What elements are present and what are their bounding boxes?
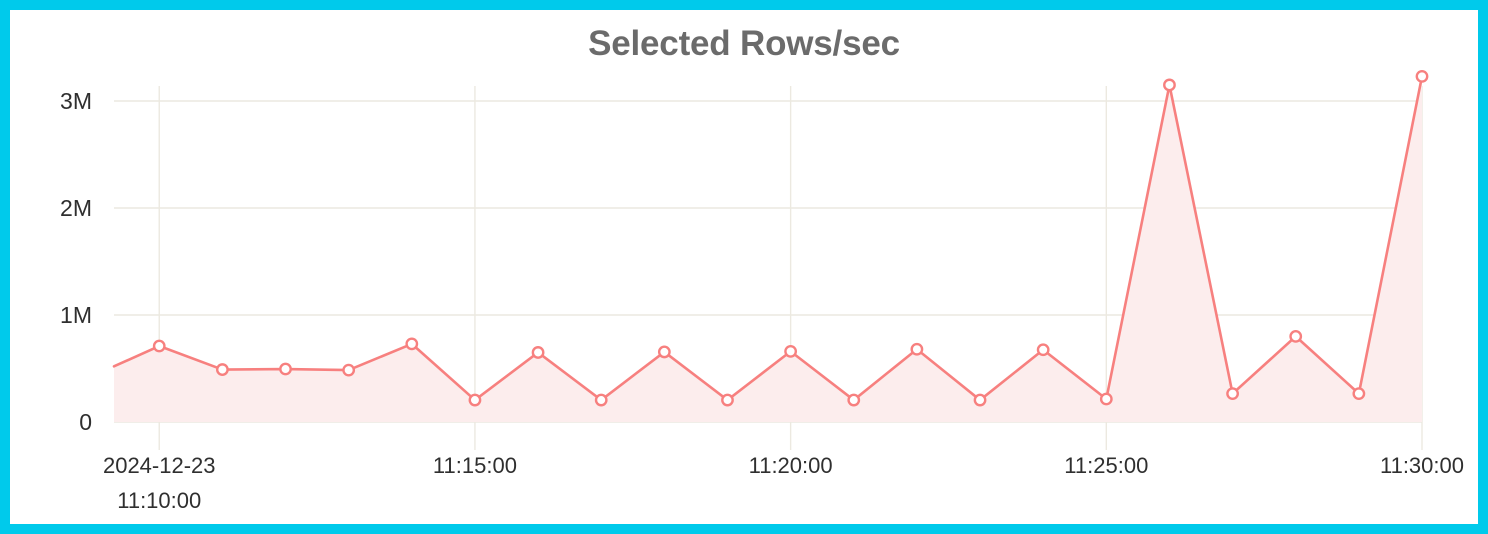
data-point-marker[interactable] [847,393,861,407]
data-point-marker[interactable] [1352,387,1366,401]
y-axis-labels-group: 0 1M 2M 3M [60,88,92,435]
data-point-marker[interactable] [1163,78,1176,92]
x-axis-tick-label: 11:15:00 [433,453,517,478]
series-markers-group [152,69,1429,407]
y-axis-tick-label: 1M [60,302,92,328]
x-axis-tick-label: 11:20:00 [749,453,833,478]
data-point-marker[interactable] [1289,329,1303,343]
data-point-marker[interactable] [405,337,419,351]
series-line [112,75,1424,402]
x-axis-labels-group: 2024-12-23 11:10:00 11:15:00 11:20:00 11:25:… [103,453,1464,513]
series-area-group [114,76,1422,422]
x-axis-tick-label: 11:30:00 [1380,453,1464,478]
chart-title: Selected Rows/sec [588,24,900,63]
data-point-marker[interactable] [342,363,356,377]
y-axis-tick-label: 3M [60,88,92,114]
chart-plot-area: 0 1M 2M 3M 2024-12-23 11:10:00 11:15:00 11:20:… [60,69,1464,513]
data-point-marker[interactable] [721,393,734,407]
data-point-marker[interactable] [215,363,229,376]
data-point-marker[interactable] [594,393,608,407]
data-point-marker[interactable] [1099,392,1113,406]
data-point-marker[interactable] [784,344,798,358]
series-line-group [112,75,1424,402]
y-axis-tick-label: 2M [60,195,92,221]
data-point-marker[interactable] [910,342,924,356]
x-axis-tick-label: 2024-12-23 [103,453,216,478]
chart-card: Selected Rows/sec 0 1M 2M 3M 2024-12-23 11:1… [10,10,1478,524]
data-point-marker[interactable] [279,362,292,376]
data-point-marker[interactable] [152,339,166,353]
x-axis-tick-label: 11:25:00 [1064,453,1148,478]
data-point-marker[interactable] [1036,343,1050,357]
data-point-marker[interactable] [1415,69,1429,83]
series-area [114,76,1422,422]
data-point-marker[interactable] [1226,387,1239,401]
y-axis-tick-label: 0 [79,409,92,435]
data-point-marker[interactable] [657,345,671,359]
data-point-marker[interactable] [468,393,482,407]
data-point-marker[interactable] [973,393,987,407]
data-point-marker[interactable] [531,346,545,359]
x-axis-tick-label-line2: 11:10:00 [117,488,201,513]
